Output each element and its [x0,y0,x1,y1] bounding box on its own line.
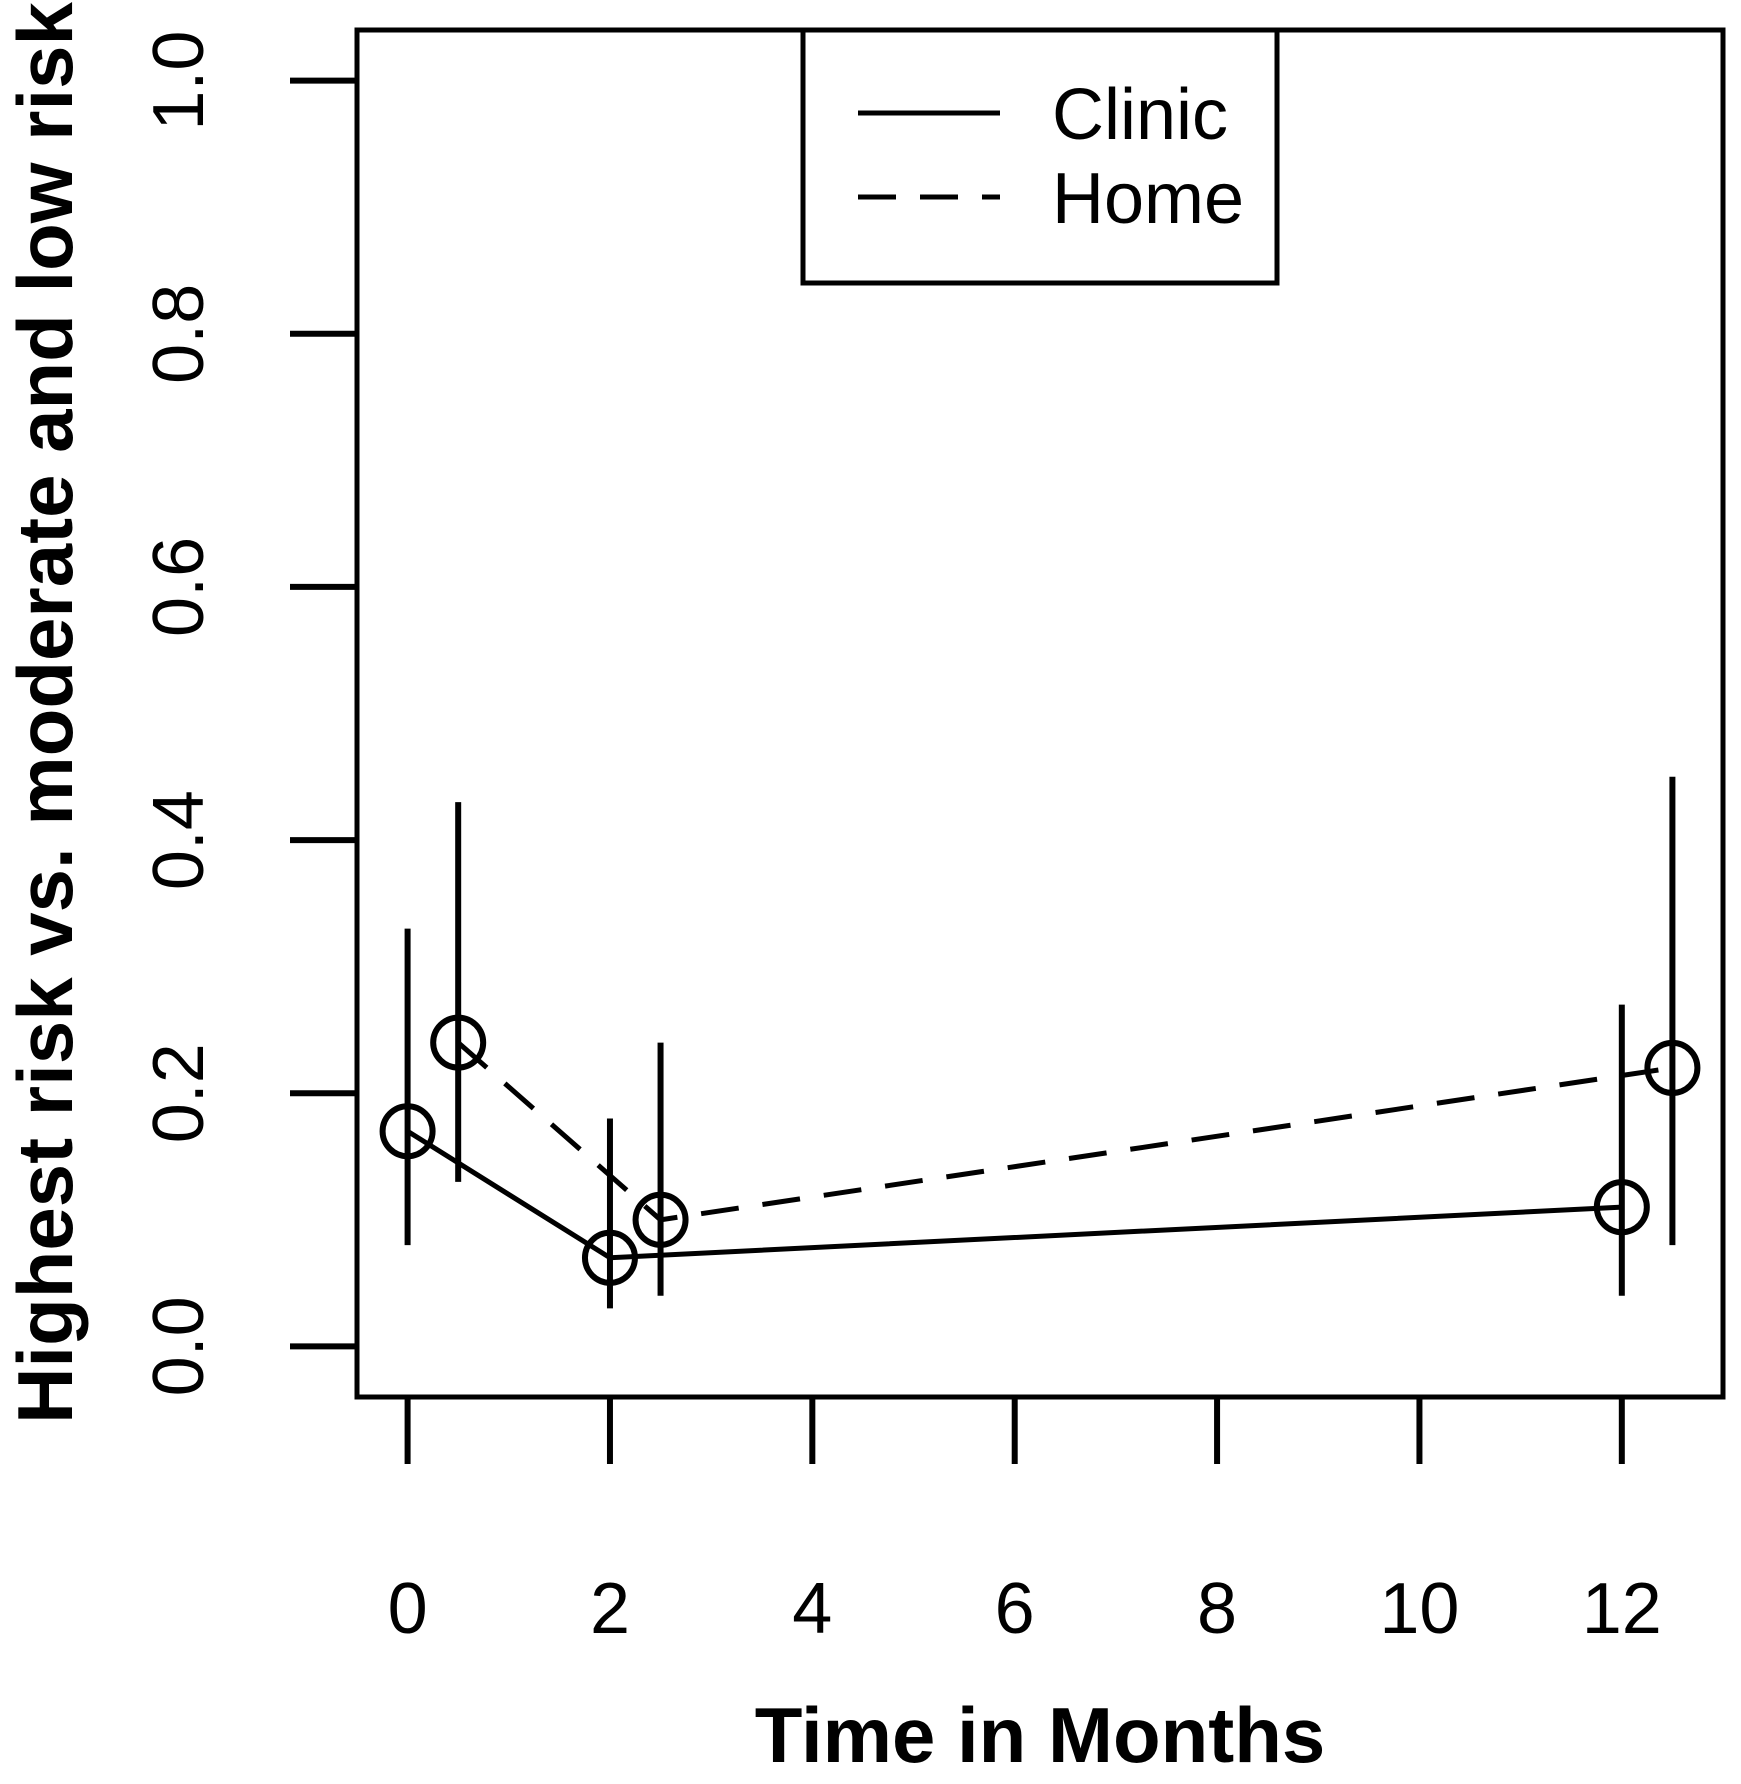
x-axis-tick-label: 12 [1582,1569,1662,1649]
x-axis-tick-label: 10 [1379,1569,1459,1649]
home-data-point-marker [430,1014,487,1071]
x-axis-tick-label: 2 [590,1569,630,1649]
x-axis-tick-label: 0 [388,1569,428,1649]
clinic-data-point-marker [581,1229,638,1286]
y-axis-tick-label: 1.0 [139,31,219,131]
x-axis-tick-label: 8 [1197,1569,1237,1649]
legend-clinic-label: Clinic [1052,75,1228,155]
home-data-point-marker [1644,1039,1701,1096]
y-axis-title: Highest risk vs. moderate and low risk [1,1,89,1423]
y-axis-tick-label: 0.6 [139,537,219,637]
plot-border [354,27,1726,1400]
legend-home-label: Home [1052,159,1244,239]
x-axis-tick-label: 6 [995,1569,1035,1649]
clinic-data-point-marker [1593,1179,1650,1236]
home-line [456,1040,1673,1223]
clinic-data-point-marker [379,1103,436,1160]
y-axis-tick-label: 0.0 [139,1296,219,1396]
y-axis-tick-label: 0.8 [139,284,219,384]
legend-box [800,27,1280,286]
x-axis-title: Time in Months [755,1691,1326,1779]
y-axis-tick-label: 0.4 [139,790,219,890]
y-axis-tick-label: 0.2 [139,1043,219,1143]
clinic-line [406,1129,1622,1261]
legend: Clinic Home [800,27,1280,286]
home-data-point-marker [632,1191,689,1248]
x-axis-tick-label: 4 [792,1569,832,1649]
plot-area: 0 2 4 6 8 10 12 0.0 0.2 0.4 0.6 0.8 1.0 [139,27,1726,1649]
